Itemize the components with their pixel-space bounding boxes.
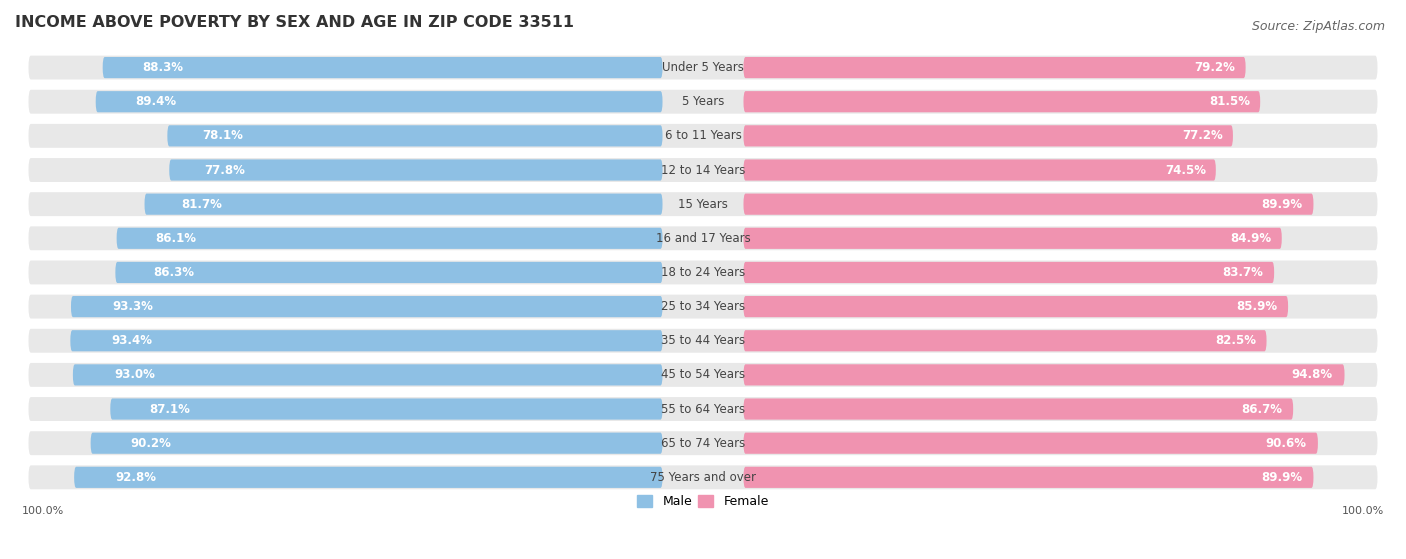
- Text: 83.7%: 83.7%: [1223, 266, 1264, 279]
- Text: 100.0%: 100.0%: [1341, 506, 1385, 517]
- FancyBboxPatch shape: [28, 431, 1378, 455]
- Text: 93.3%: 93.3%: [112, 300, 153, 313]
- FancyBboxPatch shape: [167, 125, 662, 146]
- FancyBboxPatch shape: [744, 467, 1313, 488]
- FancyBboxPatch shape: [70, 330, 662, 351]
- Text: 90.2%: 90.2%: [131, 437, 172, 449]
- Text: 79.2%: 79.2%: [1195, 61, 1236, 74]
- FancyBboxPatch shape: [744, 193, 1313, 215]
- Text: 12 to 14 Years: 12 to 14 Years: [661, 164, 745, 177]
- Text: 16 and 17 Years: 16 and 17 Years: [655, 232, 751, 245]
- FancyBboxPatch shape: [744, 262, 1274, 283]
- FancyBboxPatch shape: [744, 330, 1267, 351]
- Text: 77.2%: 77.2%: [1182, 129, 1223, 143]
- Text: 100.0%: 100.0%: [21, 506, 65, 517]
- FancyBboxPatch shape: [28, 226, 1378, 250]
- Text: 89.9%: 89.9%: [1261, 198, 1302, 211]
- FancyBboxPatch shape: [103, 57, 662, 78]
- Text: 6 to 11 Years: 6 to 11 Years: [665, 129, 741, 143]
- FancyBboxPatch shape: [744, 399, 1294, 420]
- FancyBboxPatch shape: [28, 295, 1378, 319]
- FancyBboxPatch shape: [90, 433, 662, 454]
- Text: Source: ZipAtlas.com: Source: ZipAtlas.com: [1251, 20, 1385, 32]
- Text: INCOME ABOVE POVERTY BY SEX AND AGE IN ZIP CODE 33511: INCOME ABOVE POVERTY BY SEX AND AGE IN Z…: [15, 15, 574, 30]
- FancyBboxPatch shape: [110, 399, 662, 420]
- FancyBboxPatch shape: [169, 159, 662, 181]
- Text: 94.8%: 94.8%: [1291, 368, 1333, 381]
- FancyBboxPatch shape: [75, 467, 662, 488]
- Text: 86.7%: 86.7%: [1241, 402, 1282, 415]
- Text: 89.9%: 89.9%: [1261, 471, 1302, 484]
- FancyBboxPatch shape: [145, 193, 662, 215]
- FancyBboxPatch shape: [28, 466, 1378, 489]
- Text: 85.9%: 85.9%: [1236, 300, 1277, 313]
- Text: 74.5%: 74.5%: [1166, 164, 1206, 177]
- FancyBboxPatch shape: [28, 90, 1378, 113]
- Text: 87.1%: 87.1%: [149, 402, 190, 415]
- Text: 82.5%: 82.5%: [1215, 334, 1256, 347]
- FancyBboxPatch shape: [744, 228, 1282, 249]
- Text: 25 to 34 Years: 25 to 34 Years: [661, 300, 745, 313]
- Text: 90.6%: 90.6%: [1265, 437, 1306, 449]
- Text: 5 Years: 5 Years: [682, 95, 724, 108]
- FancyBboxPatch shape: [117, 228, 662, 249]
- Text: 86.3%: 86.3%: [153, 266, 194, 279]
- Text: 84.9%: 84.9%: [1230, 232, 1271, 245]
- FancyBboxPatch shape: [28, 363, 1378, 387]
- FancyBboxPatch shape: [28, 397, 1378, 421]
- FancyBboxPatch shape: [744, 57, 1246, 78]
- Text: 55 to 64 Years: 55 to 64 Years: [661, 402, 745, 415]
- FancyBboxPatch shape: [744, 296, 1288, 317]
- FancyBboxPatch shape: [744, 433, 1317, 454]
- Text: 81.7%: 81.7%: [181, 198, 222, 211]
- FancyBboxPatch shape: [28, 55, 1378, 79]
- Text: 18 to 24 Years: 18 to 24 Years: [661, 266, 745, 279]
- FancyBboxPatch shape: [744, 91, 1260, 112]
- FancyBboxPatch shape: [96, 91, 662, 112]
- Text: 65 to 74 Years: 65 to 74 Years: [661, 437, 745, 449]
- FancyBboxPatch shape: [28, 192, 1378, 216]
- Text: 88.3%: 88.3%: [142, 61, 183, 74]
- Legend: Male, Female: Male, Female: [633, 490, 773, 513]
- Text: 89.4%: 89.4%: [135, 95, 177, 108]
- Text: 93.0%: 93.0%: [114, 368, 155, 381]
- Text: 93.4%: 93.4%: [112, 334, 153, 347]
- Text: 77.8%: 77.8%: [204, 164, 245, 177]
- Text: 15 Years: 15 Years: [678, 198, 728, 211]
- FancyBboxPatch shape: [28, 124, 1378, 148]
- Text: 78.1%: 78.1%: [202, 129, 243, 143]
- Text: 35 to 44 Years: 35 to 44 Years: [661, 334, 745, 347]
- FancyBboxPatch shape: [70, 296, 662, 317]
- FancyBboxPatch shape: [115, 262, 662, 283]
- FancyBboxPatch shape: [28, 260, 1378, 285]
- Text: 86.1%: 86.1%: [155, 232, 195, 245]
- FancyBboxPatch shape: [28, 158, 1378, 182]
- Text: Under 5 Years: Under 5 Years: [662, 61, 744, 74]
- Text: 75 Years and over: 75 Years and over: [650, 471, 756, 484]
- Text: 92.8%: 92.8%: [115, 471, 156, 484]
- FancyBboxPatch shape: [28, 329, 1378, 353]
- Text: 45 to 54 Years: 45 to 54 Years: [661, 368, 745, 381]
- FancyBboxPatch shape: [73, 364, 662, 386]
- FancyBboxPatch shape: [744, 364, 1344, 386]
- FancyBboxPatch shape: [744, 125, 1233, 146]
- FancyBboxPatch shape: [744, 159, 1216, 181]
- Text: 81.5%: 81.5%: [1209, 95, 1250, 108]
